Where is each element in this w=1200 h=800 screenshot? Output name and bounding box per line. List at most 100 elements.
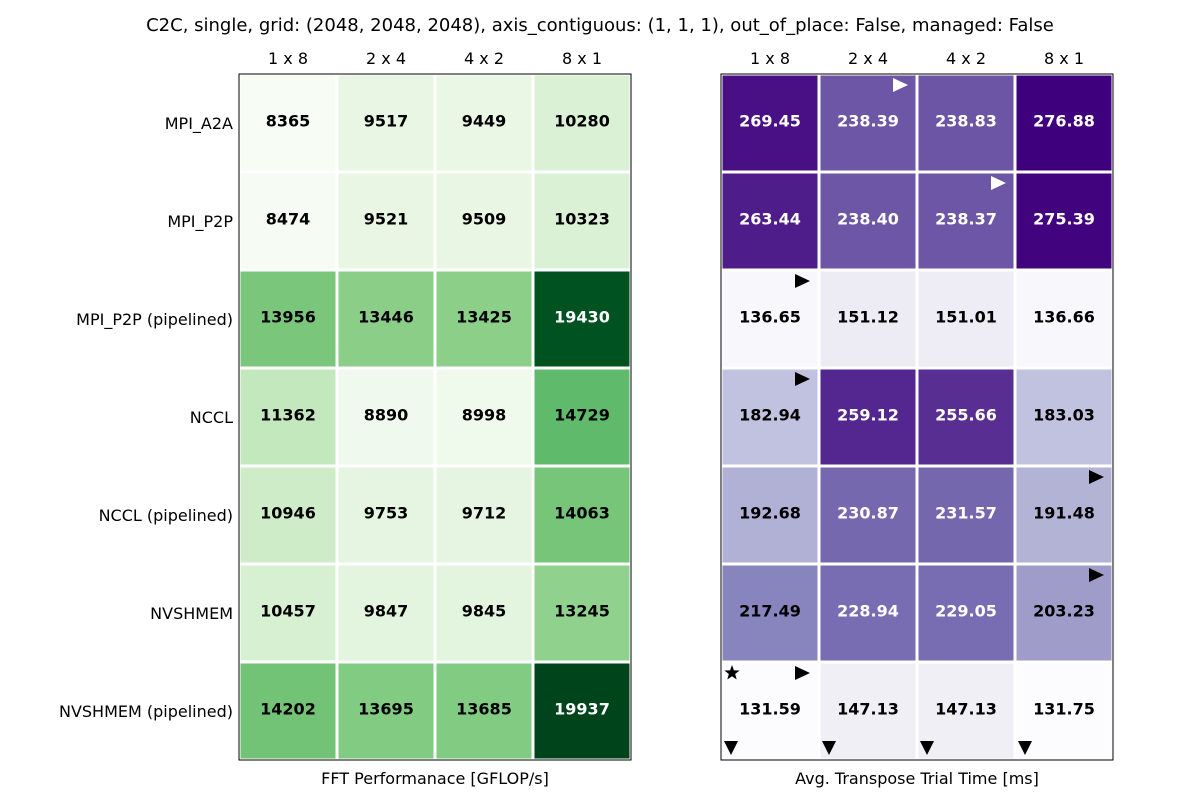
cell-value-label: 238.39 xyxy=(837,112,899,131)
heatmap-cell xyxy=(915,660,1017,762)
cell-value-label: 10280 xyxy=(554,112,610,131)
heatmap-cell xyxy=(335,562,437,664)
column-tick-label: 1 x 8 xyxy=(750,49,790,68)
cell-value-label: 14063 xyxy=(554,504,610,523)
down-triangle-marker xyxy=(1018,741,1032,755)
right-triangle-marker xyxy=(1089,470,1104,484)
heatmap-cell xyxy=(1013,72,1115,174)
heatmap-cell xyxy=(1013,366,1115,468)
right-triangle-marker xyxy=(991,176,1006,190)
heatmap-cell xyxy=(915,562,1017,664)
heatmap-cell xyxy=(433,464,535,566)
cell-value-label: 147.13 xyxy=(837,700,899,719)
heatmap-cell xyxy=(915,170,1017,272)
cell-value-label: 238.83 xyxy=(935,112,997,131)
cell-value-label: 9847 xyxy=(364,602,409,621)
cell-value-label: 255.66 xyxy=(935,406,997,425)
cell-value-label: 217.49 xyxy=(739,602,801,621)
row-tick-label: NCCL xyxy=(190,408,233,427)
heatmap-cell xyxy=(433,660,535,762)
cell-value-label: 230.87 xyxy=(837,504,899,523)
cell-value-label: 269.45 xyxy=(739,112,801,131)
panel-frame xyxy=(238,73,632,761)
x-axis-label: FFT Performanace [GFLOP/s] xyxy=(321,769,549,788)
heatmap-cell xyxy=(719,660,821,762)
cell-value-label: 151.01 xyxy=(935,308,997,327)
heatmap-cell xyxy=(335,268,437,370)
cell-value-label: 9712 xyxy=(462,504,507,523)
row-tick-label: MPI_A2A xyxy=(165,114,233,134)
row-tick-label: NVSHMEM xyxy=(150,604,233,623)
right-triangle-marker xyxy=(795,372,810,386)
heatmap-cell xyxy=(335,366,437,468)
cell-value-label: 14729 xyxy=(554,406,610,425)
right-triangle-marker xyxy=(795,666,810,680)
transpose-time-panel: 269.45 238.39 238.83 276.88 263.44 238.40 238.… xyxy=(719,49,1115,788)
cell-value-label: 136.66 xyxy=(1033,308,1095,327)
row-tick-label: NCCL (pipelined) xyxy=(99,506,233,525)
cell-value-label: 183.03 xyxy=(1033,406,1095,425)
cell-value-label: 11362 xyxy=(260,406,316,425)
heatmap-cell xyxy=(817,72,919,174)
cell-value-label: 19937 xyxy=(554,700,610,719)
heatmap-cell xyxy=(531,170,633,272)
heatmap-cell xyxy=(1013,464,1115,566)
x-axis-label: Avg. Transpose Trial Time [ms] xyxy=(795,769,1039,788)
cell-value-label: 10457 xyxy=(260,602,316,621)
cell-value-label: 19430 xyxy=(554,308,610,327)
down-triangle-marker xyxy=(724,741,738,755)
cell-value-label: 14202 xyxy=(260,700,316,719)
cell-value-label: 8365 xyxy=(266,112,311,131)
down-triangle-marker xyxy=(920,741,934,755)
column-tick-label: 8 x 1 xyxy=(1044,49,1084,68)
cell-value-label: 131.75 xyxy=(1033,700,1095,719)
cell-value-label: 136.65 xyxy=(739,308,801,327)
cell-value-label: 9449 xyxy=(462,112,507,131)
heatmap-cell xyxy=(817,660,919,762)
column-tick-label: 2 x 4 xyxy=(848,49,888,68)
cell-value-label: 13446 xyxy=(358,308,414,327)
cell-value-label: 228.94 xyxy=(837,602,899,621)
cell-value-label: 275.39 xyxy=(1033,210,1095,229)
heatmap-cell xyxy=(1013,268,1115,370)
cell-value-label: 238.40 xyxy=(837,210,899,229)
chart-title: C2C, single, grid: (2048, 2048, 2048), a… xyxy=(146,15,1054,36)
cell-value-label: 231.57 xyxy=(935,504,997,523)
cell-value-label: 10946 xyxy=(260,504,316,523)
heatmap-cell xyxy=(531,464,633,566)
cell-value-label: 13956 xyxy=(260,308,316,327)
cell-value-label: 8474 xyxy=(266,210,311,229)
heatmap-cell xyxy=(1013,660,1115,762)
heatmap-cell xyxy=(531,366,633,468)
column-tick-label: 4 x 2 xyxy=(464,49,504,68)
cell-value-label: 238.37 xyxy=(935,210,997,229)
cell-value-label: 182.94 xyxy=(739,406,801,425)
column-tick-label: 8 x 1 xyxy=(562,49,602,68)
column-tick-label: 2 x 4 xyxy=(366,49,406,68)
cell-value-label: 276.88 xyxy=(1033,112,1095,131)
cell-value-label: 263.44 xyxy=(739,210,801,229)
cell-value-label: 203.23 xyxy=(1033,602,1095,621)
cell-value-label: 131.59 xyxy=(739,700,801,719)
cell-value-label: 147.13 xyxy=(935,700,997,719)
cell-value-label: 9517 xyxy=(364,112,409,131)
cell-value-label: 10323 xyxy=(554,210,610,229)
heatmap-cell xyxy=(335,72,437,174)
heatmap-cell xyxy=(817,464,919,566)
cell-value-label: 9845 xyxy=(462,602,507,621)
row-tick-label: MPI_P2P xyxy=(167,212,233,232)
heatmap-cell xyxy=(915,268,1017,370)
cell-value-label: 13245 xyxy=(554,602,610,621)
cell-value-label: 13695 xyxy=(358,700,414,719)
down-triangle-marker xyxy=(822,741,836,755)
cell-value-label: 9509 xyxy=(462,210,507,229)
right-triangle-marker xyxy=(1089,568,1104,582)
cell-value-label: 191.48 xyxy=(1033,504,1095,523)
cell-value-label: 151.12 xyxy=(837,308,899,327)
column-tick-label: 1 x 8 xyxy=(268,49,308,68)
heatmap-cell xyxy=(433,562,535,664)
right-triangle-marker xyxy=(893,78,908,92)
fft-performance-panel: 8365 9517 9449 10280 8474 9521 9509 10323 13956 1… xyxy=(59,49,633,788)
heatmap-cell xyxy=(335,170,437,272)
